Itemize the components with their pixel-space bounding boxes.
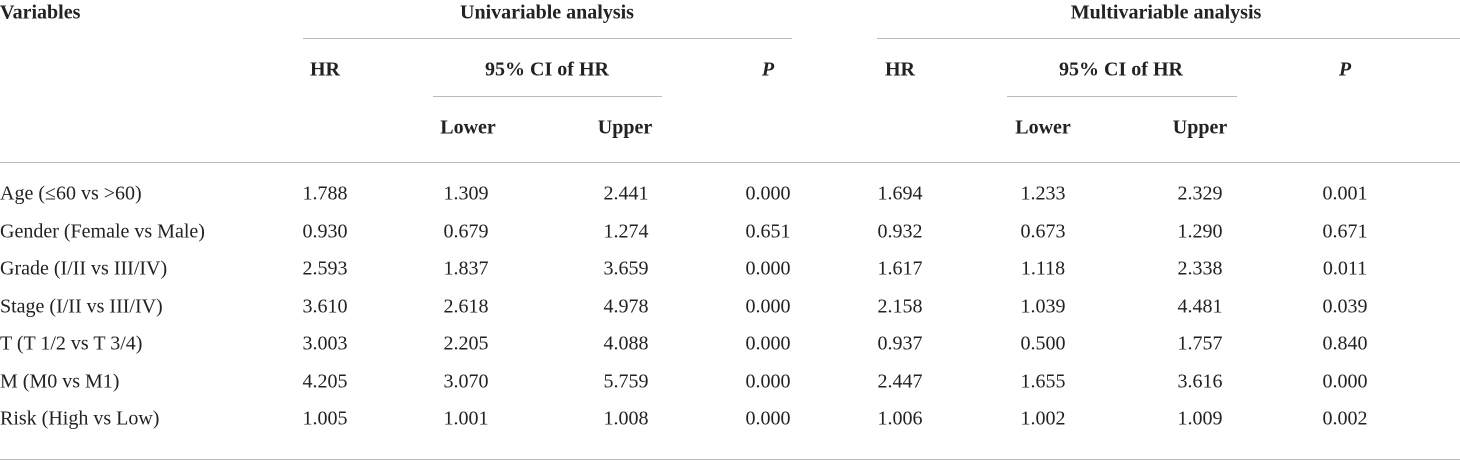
rule (0, 459, 1460, 460)
cell-value: 1.002 (1020, 407, 1066, 430)
header-hr: HR (885, 58, 915, 81)
cell-value: 2.205 (443, 332, 489, 355)
cell-value: 4.978 (603, 295, 649, 317)
cell-value: 2.593 (302, 257, 348, 280)
cell-value: 0.673 (1020, 220, 1066, 242)
header-upper: Upper (1172, 116, 1228, 139)
cell-value: 1.757 (1177, 332, 1223, 355)
cell-value: 1.001 (443, 407, 489, 430)
header-lower: Lower (1015, 116, 1071, 139)
rule (303, 38, 792, 39)
group-title: Multivariable analysis (1070, 1, 1262, 24)
cell-value: 0.001 (1322, 182, 1368, 205)
row-label: Grade (I/II vs III/IV) (0, 257, 168, 280)
cell-value: 0.000 (745, 332, 791, 355)
cell-value: 1.008 (603, 407, 649, 430)
header-variables: Variables (0, 1, 81, 24)
cell-value: 0.000 (745, 182, 791, 205)
rule (1007, 96, 1237, 97)
cell-value: 3.616 (1177, 370, 1223, 392)
cell-value: 1.837 (443, 257, 489, 280)
cell-value: 2.158 (877, 295, 923, 317)
header-hr: HR (310, 58, 340, 81)
cell-value: 0.000 (1322, 370, 1368, 392)
cell-value: 1.039 (1020, 295, 1066, 317)
cell-value: 1.006 (877, 407, 923, 430)
cell-value: 2.329 (1177, 182, 1223, 205)
cell-value: 0.000 (745, 295, 791, 317)
cell-value: 2.618 (443, 295, 489, 317)
cell-value: 1.274 (603, 220, 649, 242)
cell-value: 3.070 (443, 370, 489, 392)
rule (0, 162, 1460, 163)
cell-value: 0.039 (1322, 295, 1368, 317)
cell-value: 4.088 (603, 332, 649, 355)
cell-value: 0.011 (1322, 257, 1368, 280)
row-label: T (T 1/2 vs T 3/4) (0, 332, 143, 355)
cell-value: 0.671 (1322, 220, 1368, 242)
row-label: Age (≤60 vs >60) (0, 182, 142, 205)
cell-value: 0.002 (1322, 407, 1368, 430)
row-label: Stage (I/II vs III/IV) (0, 295, 163, 317)
cell-value: 1.694 (877, 182, 923, 205)
cell-value: 4.205 (302, 370, 348, 392)
cell-value: 4.481 (1177, 295, 1223, 317)
cell-value: 0.840 (1322, 332, 1368, 355)
cell-value: 2.441 (603, 182, 649, 205)
cell-value: 0.930 (302, 220, 348, 242)
cell-value: 0.679 (443, 220, 489, 242)
cell-value: 0.932 (877, 220, 923, 242)
header-p: P (761, 58, 775, 81)
header-upper: Upper (597, 116, 653, 139)
header-ci: 95% CI of HR (1059, 58, 1183, 81)
group-title: Univariable analysis (460, 1, 634, 24)
row-label: M (M0 vs M1) (0, 370, 120, 392)
cell-value: 3.003 (302, 332, 348, 355)
cell-value: 1.009 (1177, 407, 1223, 430)
rule (433, 96, 662, 97)
cell-value: 3.610 (302, 295, 348, 317)
cell-value: 0.937 (877, 332, 923, 355)
cell-value: 1.655 (1020, 370, 1066, 392)
row-label: Gender (Female vs Male) (0, 220, 205, 242)
cell-value: 2.447 (877, 370, 923, 392)
cell-value: 1.005 (302, 407, 348, 430)
cell-value: 1.309 (443, 182, 489, 205)
cell-value: 1.118 (1020, 257, 1066, 280)
cell-value: 0.000 (745, 407, 791, 430)
cell-value: 0.500 (1020, 332, 1066, 355)
cell-value: 2.338 (1177, 257, 1223, 280)
cell-value: 3.659 (603, 257, 649, 280)
header-p: P (1338, 58, 1352, 81)
header-lower: Lower (440, 116, 496, 139)
row-label: Risk (High vs Low) (0, 407, 160, 430)
cell-value: 1.290 (1177, 220, 1223, 242)
header-ci: 95% CI of HR (485, 58, 609, 81)
rule (877, 38, 1460, 39)
cell-value: 0.651 (745, 220, 791, 242)
cell-value: 1.233 (1020, 182, 1066, 205)
cell-value: 1.617 (877, 257, 923, 280)
cell-value: 0.000 (745, 257, 791, 280)
cell-value: 0.000 (745, 370, 791, 392)
cell-value: 1.788 (302, 182, 348, 205)
cell-value: 5.759 (603, 370, 649, 392)
